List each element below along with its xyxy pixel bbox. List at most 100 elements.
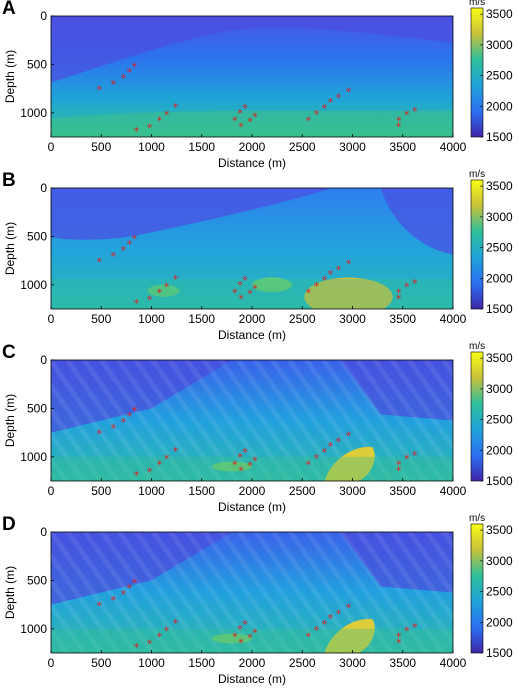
y-axis-label: Depth (m) [3, 222, 17, 275]
x-tick-label: 2500 [289, 312, 316, 326]
receiver-marker: * [173, 445, 179, 458]
panel-A: A* * * * ** ** **** ** * * ** * * * ** * **0 500 1000 1500 2… [2, 0, 513, 170]
colorbar-tick-label: 2000 [486, 615, 513, 629]
receiver-marker: * [121, 244, 127, 257]
colorbar-tick-label: 3000 [486, 38, 513, 52]
panel-letter: D [2, 514, 16, 535]
colorbar-tick-label: 1500 [486, 474, 513, 488]
receiver-marker: * [238, 120, 244, 133]
x-tick-label: 3000 [339, 656, 366, 670]
y-tick-label: 1000 [20, 278, 47, 292]
colorbar-tick-label: 3000 [486, 210, 513, 224]
receiver-marker: * [164, 109, 170, 122]
receiver-marker: * [111, 594, 117, 607]
receiver-marker: * [247, 460, 253, 473]
receiver-marker: * [238, 292, 244, 305]
receiver-marker: * [404, 281, 410, 294]
high-velocity-zone [51, 110, 453, 137]
receiver-marker: * [134, 297, 140, 310]
x-tick-label: 4000 [440, 484, 467, 498]
x-axis-label: Distance (m) [218, 672, 286, 686]
receiver-marker: * [237, 451, 243, 464]
panel-B: B* * * * ** ** **** ** * * ** * * * ** * **0 500 1000 1500 2… [2, 169, 513, 342]
colorbar-tick-label: 2500 [486, 585, 513, 599]
receiver-marker: * [346, 430, 352, 443]
receiver-marker: * [147, 465, 153, 478]
receiver-marker: * [242, 618, 248, 631]
layer-texture [51, 360, 453, 481]
x-tick-label: 1500 [188, 484, 215, 498]
receiver-marker: * [314, 108, 320, 121]
y-tick-label: 500 [27, 401, 47, 415]
receiver-marker: * [396, 631, 402, 644]
receiver-marker: * [157, 287, 163, 300]
y-tick-label: 0 [40, 525, 47, 539]
receiver-marker: * [247, 288, 253, 301]
panel-letter: A [2, 0, 16, 19]
colorbar-tick-label: 1500 [486, 646, 513, 660]
x-axis-label: Distance (m) [218, 156, 286, 170]
x-tick-label: 2000 [239, 656, 266, 670]
colorbar-tick-label: 3500 [486, 351, 513, 365]
x-tick-label: 2000 [239, 312, 266, 326]
receiver-marker: * [396, 459, 402, 472]
x-tick-label: 500 [91, 312, 111, 326]
colorbar-unit: m/s [469, 513, 485, 524]
receiver-marker: * [396, 115, 402, 128]
receiver-marker: * [127, 410, 133, 423]
receiver-marker: * [336, 607, 342, 620]
receiver-marker: * [127, 66, 133, 79]
high-velocity-lens [211, 461, 252, 472]
colorbar [470, 7, 484, 138]
colorbar-tick-label: 3000 [486, 382, 513, 396]
x-tick-label: 500 [91, 484, 111, 498]
high-velocity-body [324, 446, 375, 481]
colorbar-tick-label: 1500 [486, 302, 513, 316]
x-tick-label: 4000 [440, 656, 467, 670]
high-velocity-lens [211, 633, 252, 644]
y-axis-label: Depth (m) [3, 566, 17, 619]
y-tick-label: 1000 [20, 622, 47, 636]
x-tick-label: 1000 [138, 140, 165, 154]
receiver-marker: * [346, 602, 352, 615]
y-tick-label: 1000 [20, 106, 47, 120]
receiver-marker: * [147, 637, 153, 650]
receiver-marker: * [396, 120, 402, 133]
colorbar-tick-label: 2500 [486, 69, 513, 83]
receiver-marker: * [412, 277, 418, 290]
x-tick-label: 3500 [389, 656, 416, 670]
x-tick-label: 1000 [138, 484, 165, 498]
high-velocity-blob [147, 284, 180, 297]
layer-texture [51, 532, 453, 653]
panel-C: C* * * * ** ** **** ** * * ** * * * ** * **0 500 1000 1500 2… [2, 341, 513, 514]
velocity-field: * * * * ** ** **** ** * * ** * * * ** * ** [51, 532, 453, 653]
x-tick-label: 3000 [339, 484, 366, 498]
receiver-marker: * [238, 464, 244, 477]
x-tick-label: 3000 [339, 312, 366, 326]
receiver-marker: * [247, 116, 253, 129]
receiver-marker: * [127, 582, 133, 595]
panel-letter: B [2, 170, 16, 191]
x-tick-label: 3000 [339, 140, 366, 154]
receiver-marker: * [322, 618, 328, 631]
velocity-field: * * * * ** ** **** ** * * ** * * * ** * ** [51, 188, 453, 310]
deep-layer [51, 456, 453, 481]
velocity-field: * * * * ** ** **** ** * * ** * * * ** * ** [51, 360, 453, 482]
x-tick-label: 1500 [188, 312, 215, 326]
receiver-marker: * [328, 612, 334, 625]
receiver-marker: * [121, 416, 127, 429]
deep-layer [51, 628, 453, 653]
receiver-marker: * [127, 238, 133, 251]
receiver-marker: * [322, 274, 328, 287]
receiver-marker: * [232, 115, 238, 128]
receiver-marker: * [314, 280, 320, 293]
x-tick-label: 1500 [188, 656, 215, 670]
receiver-marker: * [242, 274, 248, 287]
x-tick-label: 1500 [188, 140, 215, 154]
receiver-marker: * [306, 631, 312, 644]
receiver-marker: * [121, 72, 127, 85]
receiver-marker: * [252, 627, 258, 640]
receiver-marker: * [132, 404, 138, 417]
receiver-marker: * [134, 469, 140, 482]
velocity-field: * * * * ** ** **** ** * * ** * * * ** * ** [51, 16, 453, 137]
